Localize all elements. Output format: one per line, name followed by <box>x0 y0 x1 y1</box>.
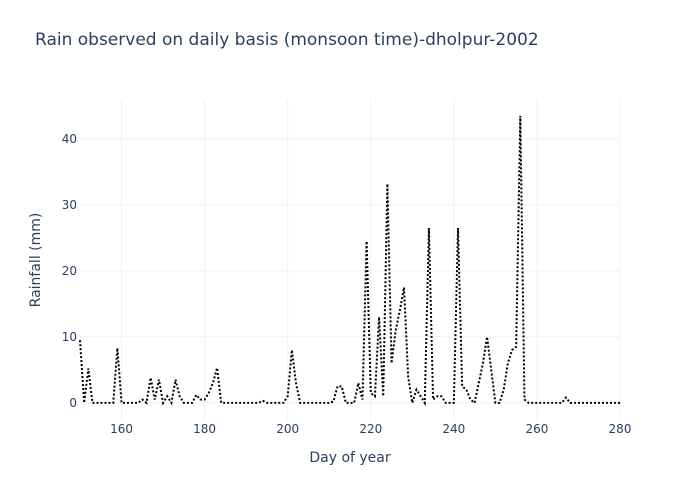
y-tick-label: 10 <box>62 330 77 344</box>
y-axis-title: Rainfall (mm) <box>28 213 44 308</box>
y-tick-label: 30 <box>62 198 77 212</box>
line-series <box>79 115 620 407</box>
y-tick-label: 20 <box>62 264 77 278</box>
chart-title: Rain observed on daily basis (monsoon ti… <box>35 30 539 50</box>
x-tick-label: 260 <box>525 422 548 436</box>
x-tick-label: 280 <box>609 422 632 436</box>
x-tick-label: 200 <box>276 422 299 436</box>
x-tick-label: 220 <box>359 422 382 436</box>
y-tick-label: 40 <box>62 132 77 146</box>
x-tick-label: 240 <box>442 422 465 436</box>
x-axis-title: Day of year <box>309 450 391 466</box>
x-tick-label: 180 <box>193 422 216 436</box>
y-tick-label: 0 <box>69 396 77 410</box>
x-tick-label: 160 <box>110 422 133 436</box>
